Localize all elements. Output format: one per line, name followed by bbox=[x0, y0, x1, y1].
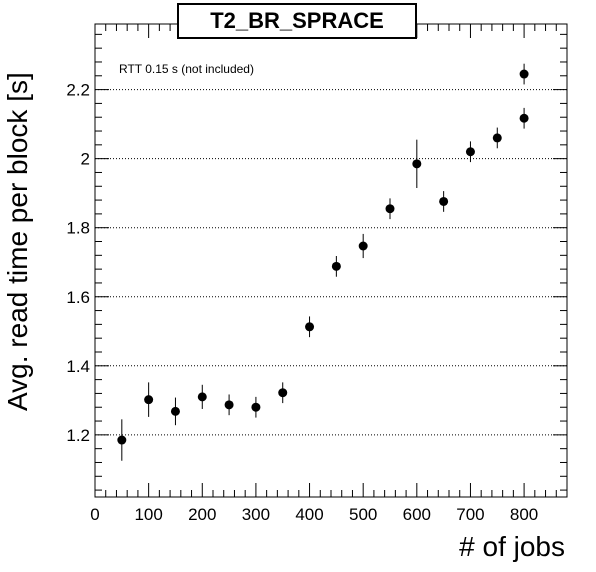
data-point bbox=[519, 69, 529, 79]
data-point bbox=[358, 241, 368, 251]
data-point bbox=[251, 402, 261, 412]
x-tick-label: 500 bbox=[349, 505, 377, 524]
x-tick-label: 400 bbox=[295, 505, 323, 524]
y-axis-title: Avg. read time per block [s] bbox=[2, 72, 33, 411]
x-axis-title: # of jobs bbox=[459, 531, 565, 562]
data-point bbox=[224, 400, 234, 410]
chart-title: T2_BR_SPRACE bbox=[210, 8, 384, 33]
x-tick-label: 600 bbox=[403, 505, 431, 524]
x-tick-label: 800 bbox=[510, 505, 538, 524]
data-point bbox=[144, 395, 154, 405]
data-point bbox=[331, 261, 341, 271]
y-tick-label: 1.4 bbox=[66, 357, 90, 376]
data-point bbox=[492, 133, 502, 143]
data-point bbox=[385, 204, 395, 214]
tick-labels: 0 100 200 300 400 500 600 700 800 1.2 1.4 1.6 1.8 2 2.… bbox=[66, 81, 538, 524]
data-point bbox=[439, 196, 449, 206]
axis-ticks bbox=[94, 24, 568, 497]
y-tick-label: 1.6 bbox=[66, 288, 90, 307]
y-tick-label: 1.2 bbox=[66, 426, 90, 445]
x-tick-label: 700 bbox=[456, 505, 484, 524]
x-tick-label: 0 bbox=[90, 505, 99, 524]
y-tick-label: 2 bbox=[81, 150, 90, 169]
data-point bbox=[519, 113, 529, 123]
data-point bbox=[197, 392, 207, 402]
data-point bbox=[465, 147, 475, 157]
title-box bbox=[177, 3, 417, 39]
x-tick-label: 200 bbox=[188, 505, 216, 524]
y-tick-label: 1.8 bbox=[66, 219, 90, 238]
data-point bbox=[117, 435, 127, 445]
grid-lines bbox=[95, 89, 567, 436]
data-points bbox=[117, 63, 529, 461]
data-point bbox=[278, 388, 288, 398]
x-tick-label: 100 bbox=[134, 505, 162, 524]
data-point bbox=[170, 406, 180, 416]
data-point bbox=[412, 159, 422, 169]
y-tick-label: 2.2 bbox=[66, 81, 90, 100]
data-point bbox=[305, 322, 315, 332]
rtt-annotation: RTT 0.15 s (not included) bbox=[119, 62, 254, 76]
x-tick-label: 300 bbox=[242, 505, 270, 524]
